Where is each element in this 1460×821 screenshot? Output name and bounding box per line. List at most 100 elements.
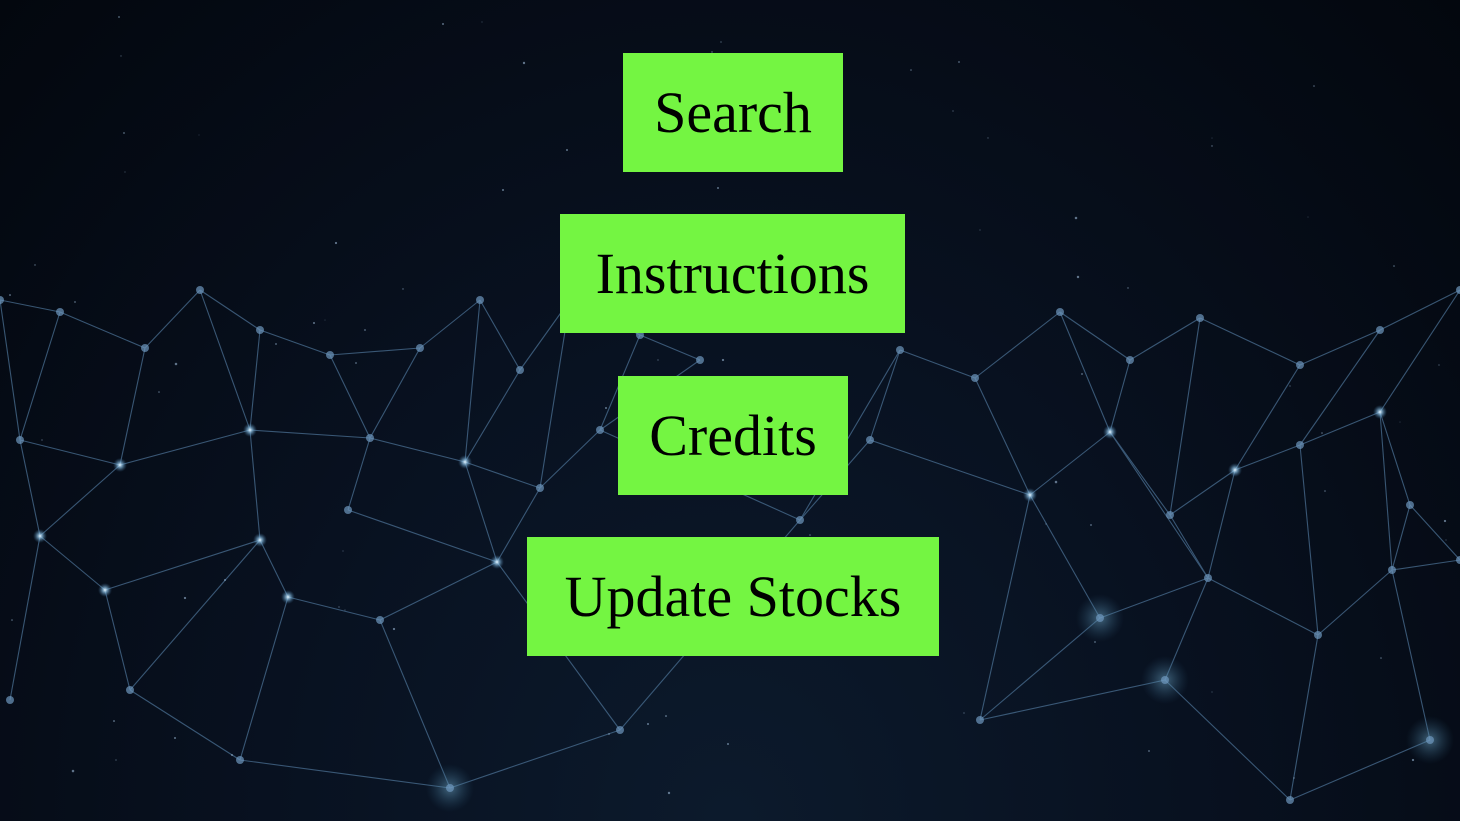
network-node [1228, 463, 1242, 477]
network-node [1426, 736, 1434, 744]
network-node [490, 555, 504, 569]
network-link [59, 311, 146, 349]
star [1094, 641, 1096, 643]
network-node [253, 533, 267, 547]
network-link [1299, 444, 1319, 636]
credits-button[interactable]: Credits [618, 376, 848, 495]
network-node [458, 455, 472, 469]
network-link [347, 437, 371, 511]
network-link [1109, 359, 1131, 433]
star [958, 61, 960, 63]
instructions-button[interactable]: Instructions [560, 214, 905, 333]
network-link [347, 509, 498, 563]
network-link [199, 289, 251, 431]
star [566, 149, 568, 151]
star [717, 187, 719, 189]
star [711, 51, 713, 53]
network-link [249, 329, 261, 431]
network-node [446, 784, 454, 792]
star [1081, 373, 1083, 375]
network-link [379, 619, 451, 789]
star [342, 550, 344, 552]
network-link [1379, 411, 1393, 571]
network-link [1234, 364, 1301, 471]
network-link [369, 347, 421, 439]
network-link [199, 289, 261, 331]
star [442, 23, 444, 25]
network-link [39, 464, 121, 537]
star [1307, 216, 1309, 218]
network-link [379, 561, 498, 621]
star [34, 264, 36, 266]
network-node [376, 616, 384, 624]
star [338, 606, 340, 608]
star [720, 41, 722, 43]
star [1438, 364, 1440, 366]
network-link [539, 429, 601, 489]
star [115, 759, 117, 761]
star [120, 55, 122, 57]
star [1054, 480, 1058, 484]
network-node [476, 296, 484, 304]
network-node [1126, 356, 1134, 364]
network-node [1406, 501, 1414, 509]
network-node [1056, 308, 1064, 316]
network-node [1296, 441, 1304, 449]
network-node [1166, 511, 1174, 519]
network-node [113, 458, 127, 472]
network-node [896, 346, 904, 354]
network-link [104, 589, 131, 691]
star [1148, 750, 1150, 752]
star [124, 171, 126, 173]
star [646, 722, 650, 726]
star [1074, 216, 1078, 220]
network-link [639, 334, 701, 361]
network-link [1169, 469, 1236, 516]
network-link [1207, 469, 1236, 579]
search-button[interactable]: Search [623, 53, 843, 172]
star [223, 578, 227, 582]
network-link [129, 689, 241, 761]
network-link [496, 487, 541, 563]
star [726, 742, 730, 746]
star [665, 715, 667, 717]
star [344, 609, 346, 611]
network-link [464, 369, 521, 463]
network-node [6, 696, 14, 704]
network-link [129, 539, 261, 691]
star [364, 329, 366, 331]
network-link [1379, 289, 1460, 413]
network-node [236, 756, 244, 764]
star [1399, 421, 1401, 423]
star [9, 294, 11, 296]
star [275, 343, 277, 345]
network-node [141, 344, 149, 352]
network-node [536, 484, 544, 492]
star [198, 134, 200, 136]
network-node [98, 583, 112, 597]
network-link [464, 461, 541, 489]
network-node [344, 506, 352, 514]
network-node [1296, 361, 1304, 369]
network-node [33, 529, 47, 543]
update-stocks-button[interactable]: Update Stocks [527, 537, 939, 656]
network-link [249, 429, 371, 439]
star [312, 321, 316, 325]
star [41, 439, 43, 441]
star [392, 627, 396, 631]
star [987, 137, 989, 139]
star [963, 712, 965, 714]
star [174, 737, 176, 739]
star [1127, 287, 1129, 289]
star [71, 769, 75, 773]
network-node [1456, 286, 1460, 294]
network-link [1169, 514, 1209, 579]
network-node [636, 331, 644, 339]
network-link [1391, 504, 1411, 571]
network-node [281, 590, 295, 604]
network-link [464, 299, 481, 463]
network-node [1286, 796, 1294, 804]
network-link [1289, 739, 1431, 801]
network-link [19, 439, 41, 537]
